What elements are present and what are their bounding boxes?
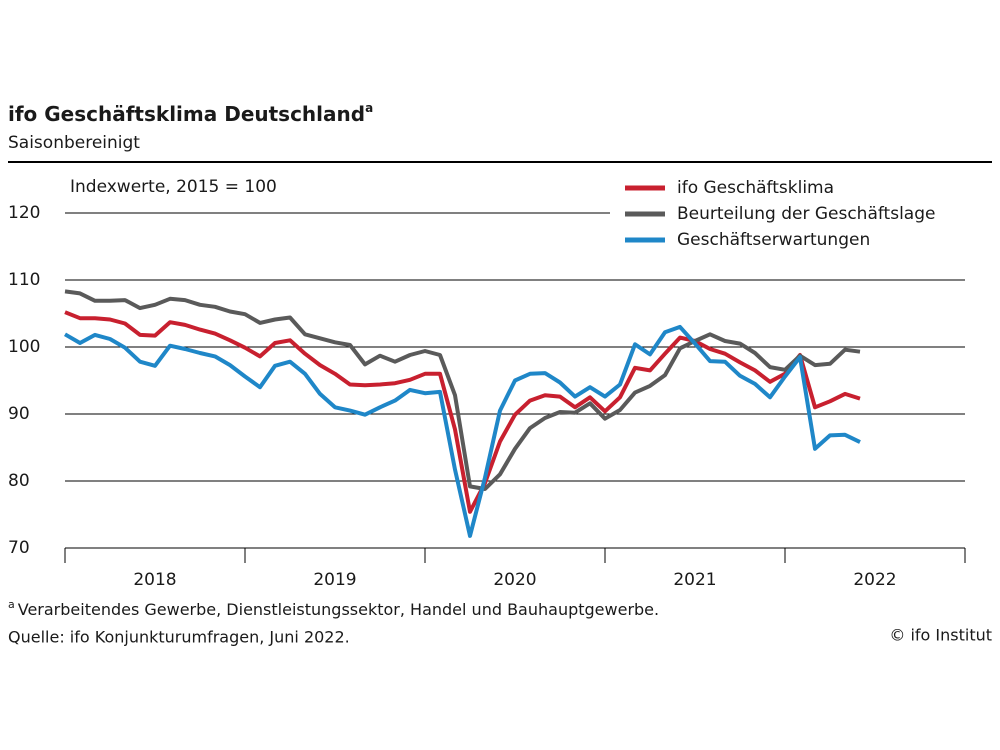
x-tick-label: 2020 (493, 570, 536, 590)
series-line (64, 310, 861, 514)
footnote: a Verarbeitendes Gewerbe, Dienstleistungs… (8, 598, 659, 619)
annotation: Indexwerte, 2015 = 100 (70, 177, 277, 197)
y-tick-label: 100 (8, 337, 40, 357)
footnote-text: Verarbeitendes Gewerbe, Dienstleistungss… (18, 600, 659, 619)
title-mark: a (365, 101, 373, 115)
x-tick-label: 2019 (313, 570, 356, 590)
y-tick-label: 120 (8, 203, 40, 223)
x-tick-label: 2022 (853, 570, 896, 590)
x-tick-label: 2018 (133, 570, 176, 590)
series-line (63, 324, 861, 538)
source: Quelle: ifo Konjunkturumfragen, Juni 202… (8, 628, 350, 647)
x-tick-label: 2021 (673, 570, 716, 590)
y-tick-label: 70 (8, 538, 30, 558)
y-tick-label: 90 (8, 404, 30, 424)
copyright: © ifo Institut (889, 626, 992, 645)
footnote-mark: a (8, 598, 15, 611)
title-text: ifo Geschäftsklima Deutschland (8, 102, 365, 126)
legend-label: ifo Geschäftsklima (677, 178, 834, 198)
y-tick-label: 80 (8, 471, 30, 491)
chart-title: ifo Geschäftsklima Deutschlanda (8, 101, 373, 126)
y-tick-label: 110 (8, 270, 40, 290)
legend-label: Geschäftserwartungen (677, 230, 870, 250)
subtitle: Saisonbereinigt (8, 133, 140, 153)
legend-label: Beurteilung der Geschäftslage (677, 204, 935, 224)
series-line (64, 289, 861, 491)
